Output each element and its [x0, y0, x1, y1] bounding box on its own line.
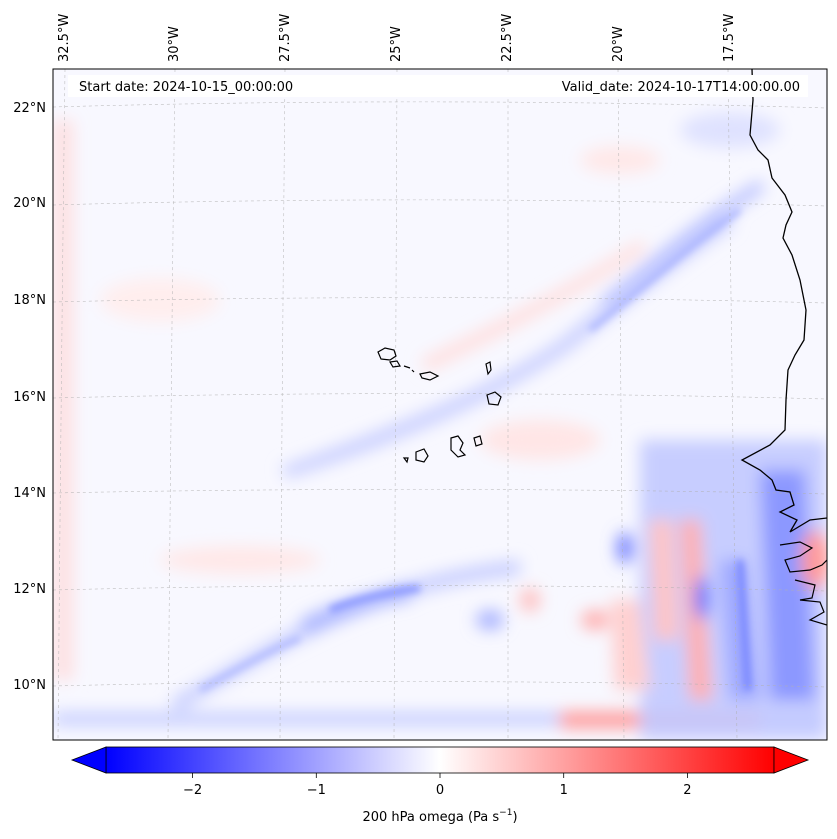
lat-label: 22°N	[13, 101, 46, 116]
latitude-labels: 22°N 20°N 18°N 16°N 14°N 12°N 10°N	[13, 101, 46, 693]
colorbar-tick-label: −2	[183, 783, 202, 798]
lat-label: 18°N	[13, 293, 46, 308]
field-anomalies	[53, 112, 827, 740]
lon-label: 20°W	[611, 26, 626, 62]
lat-label: 12°N	[13, 582, 46, 597]
colorbar-title-main: 200 hPa omega (Pa s	[362, 810, 499, 825]
lon-label: 27.5°W	[278, 14, 293, 62]
colorbar-tick-label: −1	[307, 783, 326, 798]
lon-label: 22.5°W	[500, 14, 515, 62]
colorbar-title-end: )	[512, 810, 517, 825]
guinea-coastline	[779, 541, 827, 626]
valid-date-label: Valid_date: 2024-10-17T14:00:00.00	[562, 80, 800, 95]
lat-label: 14°N	[13, 486, 46, 501]
colorbar-tick-label: 2	[683, 783, 691, 798]
lat-label: 20°N	[13, 196, 46, 211]
colorbar-tick-label: 1	[560, 783, 568, 798]
africa-coastline	[740, 69, 827, 533]
colorbar-high-extend	[773, 746, 810, 774]
colorbar-title: 200 hPa omega (Pa s−1)	[362, 808, 517, 825]
lon-label: 25°W	[389, 26, 404, 62]
colorbar-title-superscript: −1	[499, 808, 512, 818]
date-banner	[68, 75, 808, 97]
field-detail	[198, 207, 751, 693]
cape-verde-islands	[377, 347, 502, 464]
colorbar-ticks: −2 −1 0 1 2	[183, 773, 692, 798]
longitude-labels: 32.5°W 30°W 27.5°W 25°W 22.5°W 20°W 17.5…	[57, 14, 737, 62]
start-date-label: Start date: 2024-10-15_00:00:00	[79, 80, 293, 95]
lon-label: 17.5°W	[722, 14, 737, 62]
colorbar-ramp	[105, 746, 775, 774]
lon-label: 30°W	[167, 26, 182, 62]
lat-label: 16°N	[13, 390, 46, 405]
lon-label: 32.5°W	[57, 14, 72, 62]
colorbar: −2 −1 0 1 2 200 hPa omega (Pa s−1)	[70, 746, 810, 825]
graticule	[53, 69, 827, 740]
colorbar-tick-label: 0	[436, 783, 444, 798]
map-frame	[52, 68, 828, 741]
omega-field	[53, 69, 827, 740]
colorbar-low-extend	[70, 746, 107, 774]
lat-label: 10°N	[13, 678, 46, 693]
